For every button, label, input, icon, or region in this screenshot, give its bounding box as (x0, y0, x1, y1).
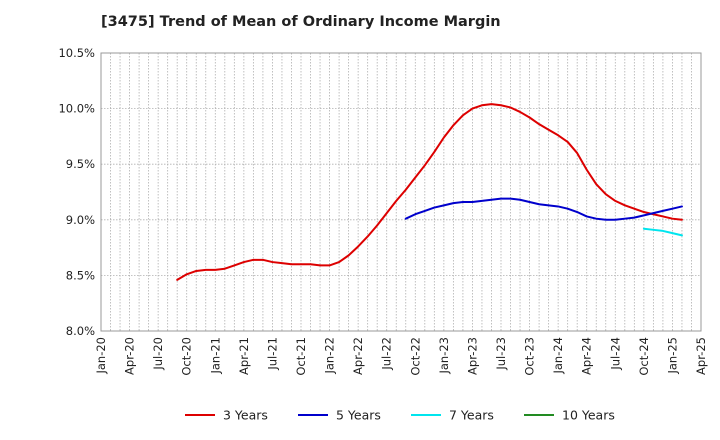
x-tick-label: Apr-21 (237, 337, 251, 375)
x-tick-label: Jul-20 (151, 337, 165, 371)
x-tick-label: Jul-24 (608, 337, 622, 371)
x-tick-label: Oct-20 (180, 337, 194, 376)
y-tick-label: 10.0% (58, 102, 95, 116)
y-tick-label: 9.5% (66, 157, 95, 171)
x-tick-label: Oct-21 (294, 337, 308, 376)
series-lines (176, 103, 683, 281)
x-tick-label: Jul-23 (494, 337, 508, 371)
chart-title: [3475] Trend of Mean of Ordinary Income … (101, 14, 501, 30)
x-tick-label: Apr-25 (694, 337, 708, 375)
y-tick-label: 8.0% (66, 324, 95, 338)
x-axis-ticks: Jan-20 Apr-20 Jul-20 Oct-20 Jan-21 Apr-21 Jul-… (94, 337, 708, 376)
y-tick-label: 8.5% (66, 268, 95, 282)
x-tick-label: Oct-24 (637, 337, 651, 376)
x-tick-label: Apr-23 (465, 337, 479, 375)
x-tick-label: Apr-22 (351, 337, 365, 375)
x-tick-label: Oct-23 (523, 337, 537, 376)
x-tick-label: Jan-24 (551, 337, 565, 375)
grid-lines (101, 52, 701, 332)
legend-label-7-years: 7 Years (449, 408, 494, 423)
legend-label-3-years: 3 Years (223, 408, 268, 423)
series-line-7-years (642, 227, 683, 237)
y-axis-ticks: 8.0% 8.5% 9.0% 9.5% 10.0% 10.5% (58, 46, 95, 338)
x-tick-label: Jan-21 (208, 337, 222, 375)
legend-label-10-years: 10 Years (562, 408, 615, 423)
x-tick-label: Apr-20 (123, 337, 137, 375)
y-tick-label: 10.5% (58, 46, 95, 60)
series-line-5-years (404, 197, 683, 221)
x-tick-label: Jan-22 (323, 337, 337, 375)
x-tick-label: Jan-20 (94, 337, 108, 375)
x-tick-label: Jan-25 (665, 337, 679, 375)
y-tick-label: 9.0% (66, 213, 95, 227)
legend: 3 Years 5 Years 7 Years 10 Years (185, 408, 615, 423)
x-tick-label: Apr-24 (580, 337, 594, 375)
x-tick-label: Oct-22 (408, 337, 422, 376)
x-tick-label: Jan-23 (437, 337, 451, 375)
x-tick-label: Jul-21 (265, 337, 279, 371)
series-line-3-years (176, 103, 683, 281)
x-tick-label: Jul-22 (380, 337, 394, 371)
plot-frame (100, 52, 702, 332)
legend-label-5-years: 5 Years (336, 408, 381, 423)
